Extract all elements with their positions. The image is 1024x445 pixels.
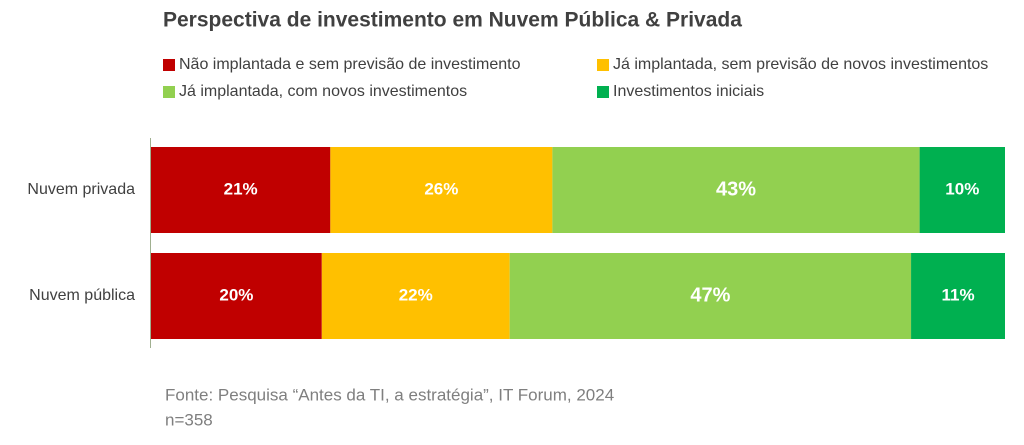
bar-segment <box>552 147 920 233</box>
legend-swatch <box>597 59 609 71</box>
bar-segment <box>509 253 912 339</box>
value-label: 43% <box>716 178 756 200</box>
value-label: 26% <box>424 179 458 198</box>
legend-label: Não implantada e sem previsão de investi… <box>179 56 521 73</box>
legend-label: Já implantada, com novos investimentos <box>179 83 467 100</box>
bar-segment <box>151 147 331 233</box>
legend-swatch <box>163 86 175 98</box>
y-tick-label: Nuvem pública <box>29 287 135 304</box>
bar-segment <box>330 147 553 233</box>
footnote: Fonte: Pesquisa “Antes da TI, a estratég… <box>165 385 614 404</box>
y-tick-label: Nuvem privada <box>27 181 135 198</box>
value-label: 20% <box>219 285 253 304</box>
value-label: 47% <box>690 284 730 306</box>
legend-swatch <box>163 59 175 71</box>
footnote: n=358 <box>165 410 213 429</box>
bar-segment <box>911 253 1005 339</box>
bar-segment <box>151 253 322 339</box>
legend-label: Já implantada, sem previsão de novos inv… <box>613 56 988 73</box>
legend-label: Investimentos iniciais <box>613 83 764 100</box>
chart-title: Perspectiva de investimento em Nuvem Púb… <box>163 9 742 32</box>
legend-swatch <box>597 86 609 98</box>
value-label: 10% <box>945 179 979 198</box>
value-label: 11% <box>941 285 974 304</box>
value-label: 21% <box>224 179 258 198</box>
value-label: 22% <box>399 285 433 304</box>
bar-segment <box>321 253 510 339</box>
bar-segment <box>919 147 1005 233</box>
